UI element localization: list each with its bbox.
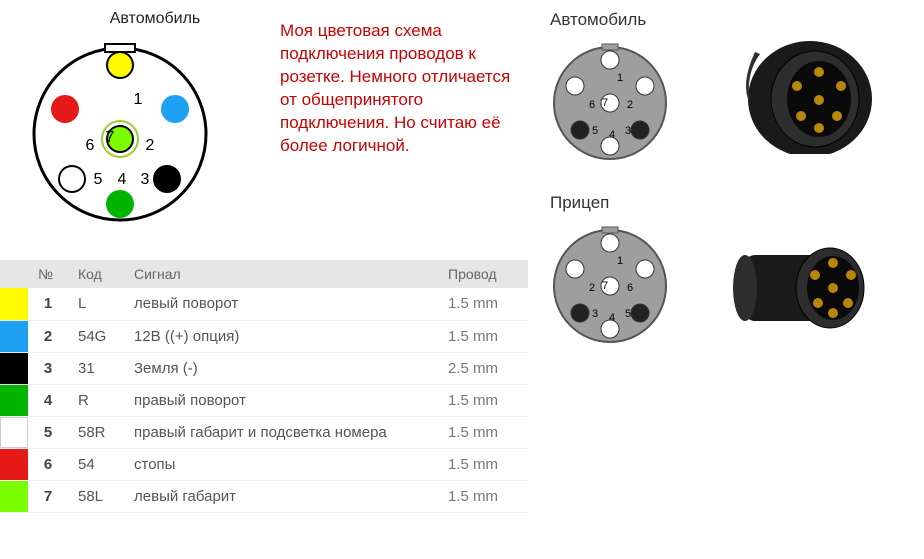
color-swatch xyxy=(0,384,28,416)
gray-pin xyxy=(571,304,589,322)
cell-n: 5 xyxy=(28,416,68,448)
th-num: № xyxy=(28,260,68,288)
pin-label-7: 7 xyxy=(106,129,115,146)
table-row: 654стопы1.5 mm xyxy=(0,448,528,480)
gray-pin xyxy=(601,51,619,69)
plug-photo xyxy=(715,207,895,342)
gray-pin-label: 1 xyxy=(617,255,623,267)
cell-signal: правый габарит и подсветка номера xyxy=(124,416,438,448)
gray-pin-label: 3 xyxy=(592,308,598,320)
color-swatch xyxy=(0,480,28,512)
cell-code: 31 xyxy=(68,352,124,384)
gray-pin-label: 1 xyxy=(617,72,623,84)
pin-1 xyxy=(107,52,133,78)
pin-label-5: 5 xyxy=(94,171,103,188)
pin-label-4: 4 xyxy=(118,171,127,188)
gray-pin xyxy=(631,121,649,139)
table-row: 758Lлевый габарит1.5 mm xyxy=(0,480,528,512)
cell-wire: 1.5 mm xyxy=(438,480,528,512)
th-wire: Провод xyxy=(438,260,528,288)
table-row: 558Rправый габарит и подсветка номера1.5… xyxy=(0,416,528,448)
gray-pin xyxy=(636,77,654,95)
cell-n: 2 xyxy=(28,320,68,352)
gray-pin xyxy=(636,260,654,278)
pin-6 xyxy=(52,96,78,122)
table-row: 331Земля (-)2.5 mm xyxy=(0,352,528,384)
cell-signal: левый габарит xyxy=(124,480,438,512)
description-text: Моя цветовая схема подключения проводов … xyxy=(280,20,520,158)
gray-pin-label: 2 xyxy=(589,282,595,294)
cell-code: 54G xyxy=(68,320,124,352)
cell-signal: 12В ((+) опция) xyxy=(124,320,438,352)
cell-code: 58R xyxy=(68,416,124,448)
connector-group-1: Прицеп 1 6 543 27 xyxy=(550,193,924,356)
pin-label-1: 1 xyxy=(134,91,143,108)
cell-n: 7 xyxy=(28,480,68,512)
gray-pin-label: 3 xyxy=(625,125,631,137)
gray-pin-label: 4 xyxy=(609,129,615,141)
cell-n: 1 xyxy=(28,288,68,320)
pin-label-2: 2 xyxy=(146,137,155,154)
cell-wire: 1.5 mm xyxy=(438,416,528,448)
gray-pin-label: 2 xyxy=(627,99,633,111)
gray-pin-label: 5 xyxy=(592,125,598,137)
pin-3 xyxy=(154,166,180,192)
gray-pin xyxy=(566,77,584,95)
gray-pin-label: 7 xyxy=(602,280,608,292)
cell-wire: 1.5 mm xyxy=(438,288,528,320)
wire-table: № Код Сигнал Провод 1Lлевый поворот1.5 m… xyxy=(0,260,528,513)
cell-code: 54 xyxy=(68,448,124,480)
pin-5 xyxy=(59,166,85,192)
table-row: 4Rправый поворот1.5 mm xyxy=(0,384,528,416)
color-swatch xyxy=(0,288,28,320)
gray-pin-label: 7 xyxy=(602,97,608,109)
cell-signal: стопы xyxy=(124,448,438,480)
color-swatch xyxy=(0,352,28,384)
cell-wire: 1.5 mm xyxy=(438,448,528,480)
right-column: Автомобиль1234567Прицеп1654327 xyxy=(530,0,924,559)
cell-signal: правый поворот xyxy=(124,384,438,416)
main-connector-title: Автомобиль xyxy=(30,10,280,28)
color-swatch xyxy=(0,320,28,352)
table-row: 1Lлевый поворот1.5 mm xyxy=(0,288,528,320)
gray-pin-label: 6 xyxy=(589,99,595,111)
th-signal: Сигнал xyxy=(124,260,438,288)
main-connector-diagram: 1 2 345 67 xyxy=(30,34,280,229)
pin-label-6: 6 xyxy=(86,137,95,154)
th-code: Код xyxy=(68,260,124,288)
cell-n: 6 xyxy=(28,448,68,480)
gray-pin-label: 5 xyxy=(625,308,631,320)
color-swatch xyxy=(0,448,28,480)
cell-signal: левый поворот xyxy=(124,288,438,320)
gray-pin xyxy=(571,121,589,139)
table-row: 254G12В ((+) опция)1.5 mm xyxy=(0,320,528,352)
gray-pin-label: 4 xyxy=(609,312,615,324)
pin-2 xyxy=(162,96,188,122)
cell-n: 3 xyxy=(28,352,68,384)
cell-wire: 1.5 mm xyxy=(438,384,528,416)
color-swatch xyxy=(0,416,28,448)
cell-code: R xyxy=(68,384,124,416)
cell-wire: 1.5 mm xyxy=(438,320,528,352)
cell-wire: 2.5 mm xyxy=(438,352,528,384)
gray-pin xyxy=(631,304,649,322)
gray-pin xyxy=(566,260,584,278)
gray-pin xyxy=(601,234,619,252)
cell-code: 58L xyxy=(68,480,124,512)
gray-connector-title: Автомобиль xyxy=(550,10,695,30)
pin-label-3: 3 xyxy=(141,171,150,188)
connector-group-0: Автомобиль 1 2 345 67 xyxy=(550,10,924,173)
wire-table-wrap: № Код Сигнал Провод 1Lлевый поворот1.5 m… xyxy=(0,260,528,513)
cell-n: 4 xyxy=(28,384,68,416)
plug-photo xyxy=(715,24,895,159)
table-header-row: № Код Сигнал Провод xyxy=(0,260,528,288)
cell-signal: Земля (-) xyxy=(124,352,438,384)
gray-connector-title: Прицеп xyxy=(550,193,695,213)
cell-code: L xyxy=(68,288,124,320)
gray-pin-label: 6 xyxy=(627,282,633,294)
pin-4 xyxy=(107,191,133,217)
